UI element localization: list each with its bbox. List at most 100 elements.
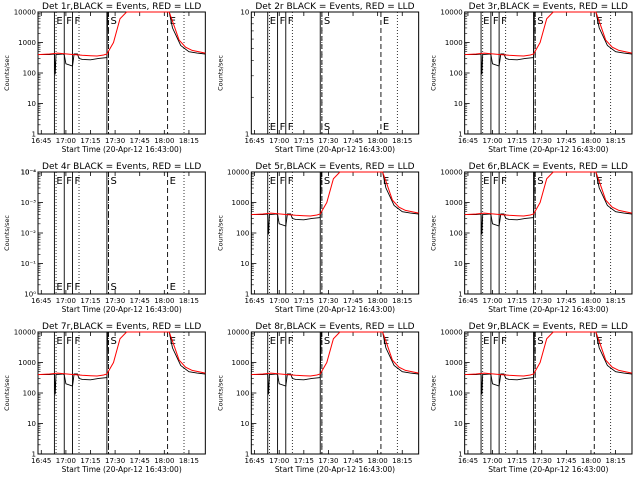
y-tick-label: 10⁻³ [21,199,37,207]
x-tick-label: 16:45 [31,137,51,145]
panel-5: Det 5r,BLACK = Events, RED = LLD 16:45 17:… [216,162,420,314]
y-axis-label: Counts/sec [216,215,224,251]
y-tick-label: 1000 [18,39,36,47]
x-tick-label: 17:00 [482,297,502,305]
x-tick-label: 18:15 [605,137,625,145]
x-tick-label: 18:15 [179,297,199,305]
marker-label: E [483,16,489,27]
y-tick-label: 10 [240,260,249,268]
x-tick-label: 16:45 [31,297,51,305]
lld-series-line [464,171,633,217]
y-tick-label: 10 [27,420,36,428]
plot-frame [464,331,633,455]
y-tick-label: 1000 [445,39,463,47]
panel-title: Det 6r,BLACK = Events, RED = LLD [469,162,628,172]
x-tick-label: 17:45 [130,297,150,305]
marker-label: F [74,336,80,347]
x-tick-label: 16:45 [458,457,478,465]
plot-frame [250,11,420,135]
x-tick-label: 17:15 [80,457,100,465]
panel-title: Det 4r BLACK = Events, RED = LLD [42,162,201,172]
y-tick-label: 100 [236,230,249,238]
x-axis-label: Start Time (20-Apr-12 16:43:00) [62,305,182,314]
x-tick-label: 17:00 [56,137,76,145]
y-tick-label: 1000 [232,359,250,367]
marker-label: S [111,336,117,347]
y-tick-label: 100 [236,390,249,398]
x-tick-label: 18:00 [154,137,174,145]
x-tick-label: 16:45 [458,297,478,305]
panel-title: Det 9r,BLACK = Events, RED = LLD [469,322,628,332]
panel-7: Det 7r,BLACK = Events, RED = LLD 16:45 17:… [3,322,206,474]
marker-label: S [324,176,330,187]
x-tick-label: 17:00 [482,137,502,145]
x-tick-label: 18:15 [392,457,412,465]
marker-label: F [66,282,72,293]
x-tick-label: 17:45 [556,137,576,145]
x-tick-label: 17:00 [269,457,289,465]
y-tick-label: 10000 [14,9,36,17]
panel-title: Det 8r,BLACK = Events, RED = LLD [255,322,414,332]
x-tick-label: 18:00 [581,297,601,305]
y-tick-label: 10 [454,100,463,108]
marker-label: S [537,336,543,347]
marker-label: F [74,282,80,293]
marker-label: F [74,16,80,27]
marker-label: F [280,16,286,27]
marker-label: F [288,336,294,347]
marker-label: E [270,336,276,347]
marker-label: E [483,176,489,187]
plot-frame [250,171,420,295]
marker-label: S [111,16,117,27]
x-tick-label: 17:45 [343,457,363,465]
lld-series-line [464,331,633,377]
x-axis-label: Start Time (20-Apr-12 16:43:00) [275,465,395,474]
x-tick-label: 17:15 [507,457,527,465]
x-tick-label: 17:15 [294,457,314,465]
x-tick-label: 16:45 [245,137,265,145]
x-tick-label: 17:30 [532,457,552,465]
x-tick-label: 17:15 [507,137,527,145]
y-tick-label: 1 [458,291,462,299]
marker-label: S [324,122,330,133]
y-tick-label: 100 [23,390,36,398]
marker-label: S [324,16,330,27]
x-tick-label: 17:30 [532,137,552,145]
panel-title: Det 2r BLACK = Events, RED = LLD [255,2,414,12]
y-tick-label: 1000 [445,359,463,367]
x-tick-label: 16:45 [245,297,265,305]
y-tick-label: 100 [449,230,462,238]
x-tick-label: 16:45 [31,457,51,465]
marker-label: F [66,336,72,347]
marker-label: S [537,176,543,187]
y-tick-label: 10⁰ [24,291,36,299]
plot-frame [250,331,420,455]
y-axis-label: Counts/sec [3,375,11,411]
x-axis-label: Start Time (20-Apr-12 16:43:00) [275,305,395,314]
x-tick-label: 17:00 [482,457,502,465]
x-tick-label: 17:00 [269,137,289,145]
y-tick-label: 10⁻¹ [21,260,37,268]
x-tick-label: 18:15 [605,457,625,465]
marker-label: F [288,16,294,27]
marker-label: E [270,16,276,27]
y-tick-label: 10⁻⁴ [21,169,37,177]
x-tick-label: 18:15 [179,137,199,145]
y-tick-label: 10000 [14,329,36,337]
y-tick-label: 1000 [18,359,36,367]
marker-label: E [56,336,62,347]
y-tick-label: 10000 [440,169,462,177]
marker-label: E [56,176,62,187]
lld-series-line [37,11,206,57]
panel-4: Det 4r BLACK = Events, RED = LLD 16:45 17:… [3,162,206,314]
x-tick-label: 17:30 [318,297,338,305]
y-tick-label: 10 [454,260,463,268]
marker-label: S [324,336,330,347]
x-tick-label: 17:00 [269,297,289,305]
marker-label: E [270,176,276,187]
lld-series-line [37,331,206,377]
x-tick-label: 17:45 [130,137,150,145]
y-axis-label: Counts/sec [3,55,11,91]
panel-title: Det 5r,BLACK = Events, RED = LLD [255,162,414,172]
